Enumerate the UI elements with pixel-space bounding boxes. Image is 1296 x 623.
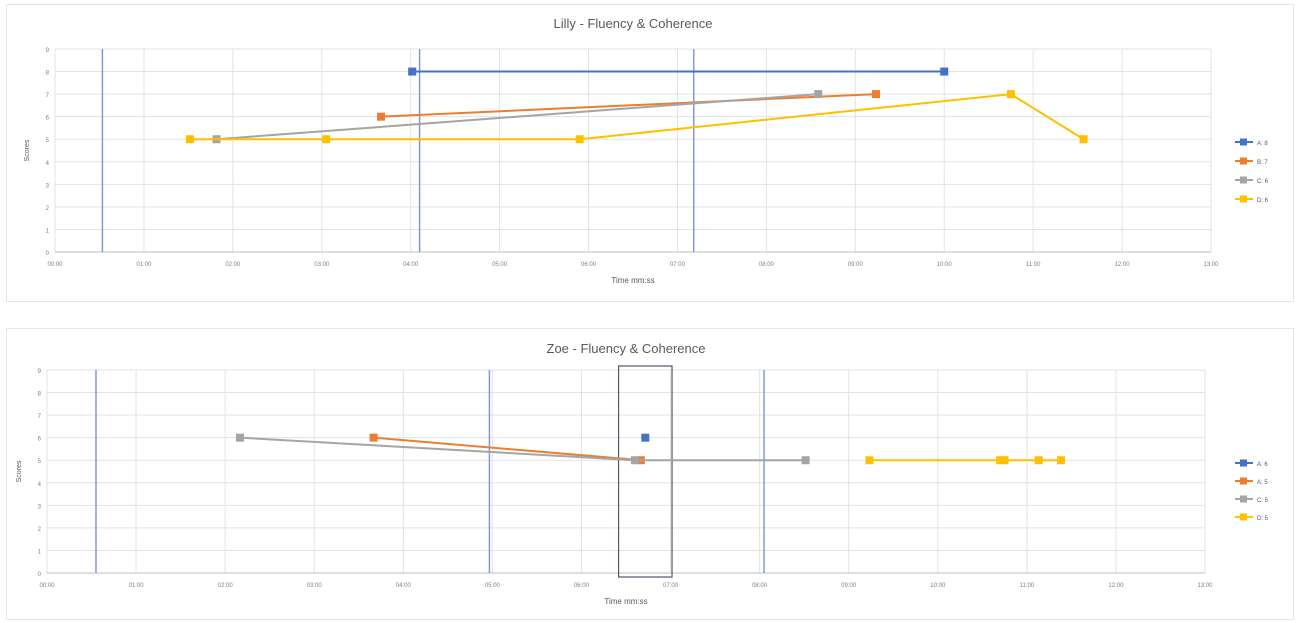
y-tick-label: 3 bbox=[38, 504, 42, 510]
x-tick-label: 13:00 bbox=[1203, 262, 1219, 268]
y-tick-label: 5 bbox=[46, 138, 50, 144]
x-tick-label: 10:00 bbox=[937, 262, 953, 268]
x-axis-label: Time mm:ss bbox=[611, 276, 654, 285]
x-axis-label: Time mm:ss bbox=[604, 597, 647, 606]
data-point bbox=[377, 112, 386, 121]
y-tick-label: 2 bbox=[38, 527, 42, 533]
x-tick-label: 03:00 bbox=[307, 583, 323, 589]
y-tick-label: 7 bbox=[38, 414, 42, 420]
data-point bbox=[872, 90, 881, 99]
data-point bbox=[801, 456, 810, 465]
data-point bbox=[1000, 456, 1009, 465]
data-point bbox=[236, 433, 244, 442]
data-point bbox=[408, 67, 417, 76]
x-tick-label: 04:00 bbox=[403, 262, 419, 268]
legend-swatch-marker bbox=[1240, 495, 1247, 503]
zoe-chart-panel: Zoe - Fluency & Coherence 0 1 2 3 4 5 6 7 8 9 00:00… bbox=[6, 328, 1294, 620]
x-tick-label: 08:00 bbox=[752, 583, 768, 589]
y-tick-label: 0 bbox=[38, 572, 42, 578]
legend-swatch-marker bbox=[1240, 157, 1247, 165]
legend-swatch-marker bbox=[1240, 513, 1247, 521]
y-tick-label: 3 bbox=[46, 183, 50, 189]
y-axis-label: Scores bbox=[16, 460, 23, 482]
data-point bbox=[1034, 456, 1043, 465]
x-tick-label: 00:00 bbox=[47, 262, 63, 268]
y-tick-label: 0 bbox=[46, 251, 50, 257]
y-tick-label: 1 bbox=[38, 549, 42, 555]
series-line bbox=[216, 93, 819, 141]
series-line bbox=[239, 436, 806, 462]
x-tick-label: 11:00 bbox=[1020, 583, 1035, 589]
data-point bbox=[940, 67, 949, 76]
y-tick-label: 5 bbox=[38, 459, 42, 465]
data-point bbox=[630, 456, 639, 465]
x-tick-label: 07:00 bbox=[670, 262, 686, 268]
data-point bbox=[575, 135, 584, 144]
series-line bbox=[373, 436, 641, 462]
data-point bbox=[185, 135, 194, 144]
legend-swatch-marker bbox=[1240, 195, 1247, 203]
x-tick-label: 04:00 bbox=[396, 583, 412, 589]
legend-entry: C: 6 bbox=[1257, 179, 1269, 185]
data-point bbox=[322, 135, 331, 144]
chart-title: Lilly - Fluency & Coherence bbox=[554, 16, 713, 31]
data-point bbox=[1006, 90, 1015, 99]
data-point bbox=[1056, 456, 1065, 465]
x-tick-label: 08:00 bbox=[759, 262, 775, 268]
x-tick-label: 00:00 bbox=[39, 583, 55, 589]
lilly-chart-panel: Lilly - Fluency & Coherence 0 1 2 3 4 5 6 7 8 9 00:… bbox=[6, 4, 1294, 302]
legend-swatch-marker bbox=[1240, 459, 1247, 467]
y-tick-label: 6 bbox=[38, 437, 42, 443]
x-tick-label: 09:00 bbox=[841, 583, 857, 589]
y-tick-label: 8 bbox=[38, 392, 42, 398]
legend-entry: D: 6 bbox=[1257, 198, 1269, 204]
legend-swatch-marker bbox=[1240, 477, 1247, 485]
x-tick-label: 10:00 bbox=[930, 583, 946, 589]
x-tick-label: 13:00 bbox=[1197, 583, 1213, 589]
x-tick-label: 02:00 bbox=[225, 262, 241, 268]
zoe-chart: Zoe - Fluency & Coherence 0 1 2 3 4 5 6 7 8 9 00:00… bbox=[16, 341, 1269, 606]
x-tick-label: 01:00 bbox=[129, 583, 145, 589]
highlight-box bbox=[617, 365, 673, 578]
data-point bbox=[1079, 135, 1088, 144]
y-tick-label: 9 bbox=[38, 369, 42, 375]
data-point bbox=[641, 433, 650, 442]
y-tick-label: 4 bbox=[46, 161, 50, 167]
legend-entry: A: 5 bbox=[1257, 480, 1268, 486]
x-tick-label: 07:00 bbox=[663, 583, 679, 589]
x-tick-label: 02:00 bbox=[218, 583, 234, 589]
x-tick-label: 06:00 bbox=[574, 583, 590, 589]
y-tick-label: 1 bbox=[46, 228, 50, 234]
legend-entry: A: 6 bbox=[1257, 462, 1268, 468]
lilly-chart: Lilly - Fluency & Coherence 0 1 2 3 4 5 6 7 8 9 00:… bbox=[24, 16, 1269, 285]
y-tick-label: 4 bbox=[38, 482, 42, 488]
legend-swatch-marker bbox=[1240, 138, 1247, 146]
x-tick-label: 05:00 bbox=[492, 262, 508, 268]
x-tick-label: 03:00 bbox=[314, 262, 330, 268]
y-tick-label: 2 bbox=[46, 206, 50, 212]
data-point bbox=[865, 456, 874, 465]
x-tick-label: 09:00 bbox=[848, 262, 864, 268]
x-tick-label: 12:00 bbox=[1115, 262, 1131, 268]
legend-entry: B: 7 bbox=[1257, 160, 1268, 166]
legend-entry: D: 5 bbox=[1257, 516, 1269, 522]
y-axis-label: Scores bbox=[24, 139, 31, 161]
y-tick-label: 9 bbox=[46, 48, 50, 54]
y-tick-label: 8 bbox=[46, 71, 50, 77]
x-tick-label: 12:00 bbox=[1108, 583, 1124, 589]
legend-entry: A: 8 bbox=[1257, 141, 1268, 147]
data-point bbox=[996, 456, 1005, 465]
data-point bbox=[369, 433, 378, 442]
y-tick-label: 6 bbox=[46, 116, 50, 122]
data-point bbox=[814, 90, 823, 99]
series-line bbox=[381, 93, 877, 118]
legend-swatch-marker bbox=[1240, 176, 1247, 184]
legend-entry: C: 5 bbox=[1257, 498, 1269, 504]
x-tick-label: 11:00 bbox=[1026, 262, 1041, 268]
chart-title: Zoe - Fluency & Coherence bbox=[547, 341, 706, 356]
y-tick-label: 7 bbox=[46, 93, 50, 99]
x-tick-label: 06:00 bbox=[581, 262, 597, 268]
x-tick-label: 05:00 bbox=[485, 583, 501, 589]
x-tick-label: 01:00 bbox=[136, 262, 152, 268]
